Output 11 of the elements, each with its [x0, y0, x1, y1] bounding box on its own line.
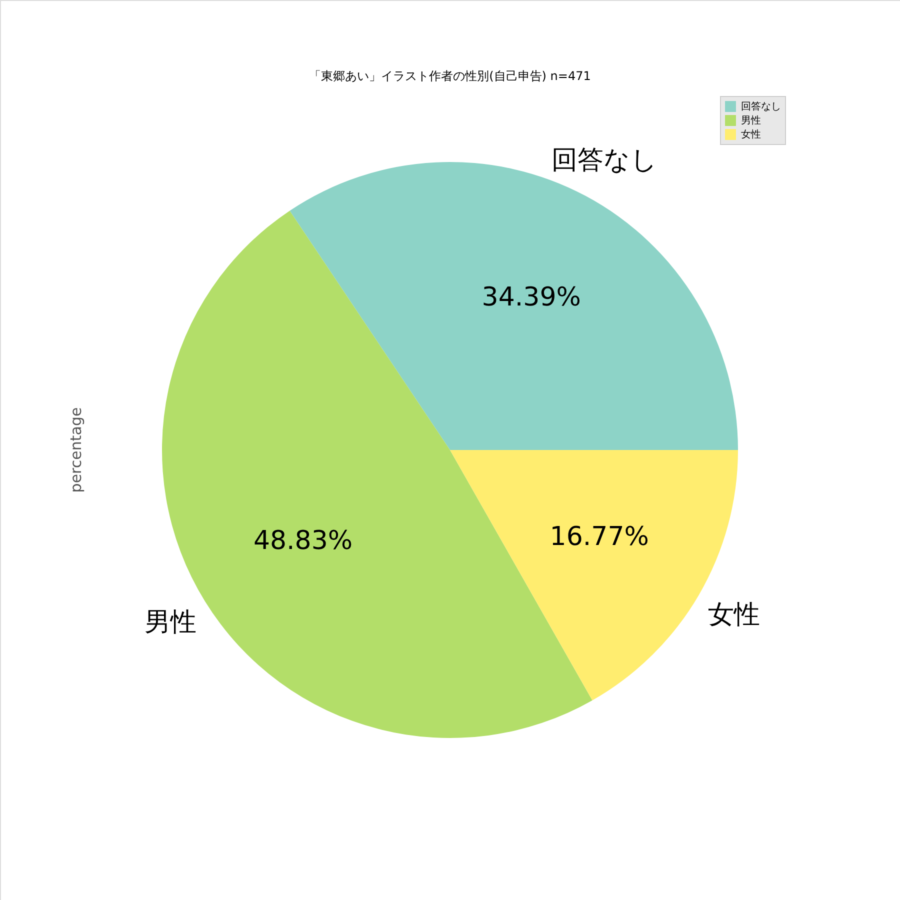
text: percentage [67, 407, 85, 493]
legend-label: 回答なし [741, 100, 781, 112]
slice-label: 回答なし [552, 145, 658, 176]
data-label: 34.39% [482, 282, 581, 313]
slice-label: 女性 [708, 600, 760, 630]
legend-label: 男性 [741, 114, 761, 126]
data-label: 48.83% [253, 526, 353, 556]
legend-label: 女性 [741, 128, 761, 140]
data-label: 16.77% [550, 522, 649, 552]
chart-title: 「東郷あい」イラスト作者の性別(自己申告) n=471 [309, 69, 591, 83]
slice-label: 男性 [144, 608, 197, 638]
